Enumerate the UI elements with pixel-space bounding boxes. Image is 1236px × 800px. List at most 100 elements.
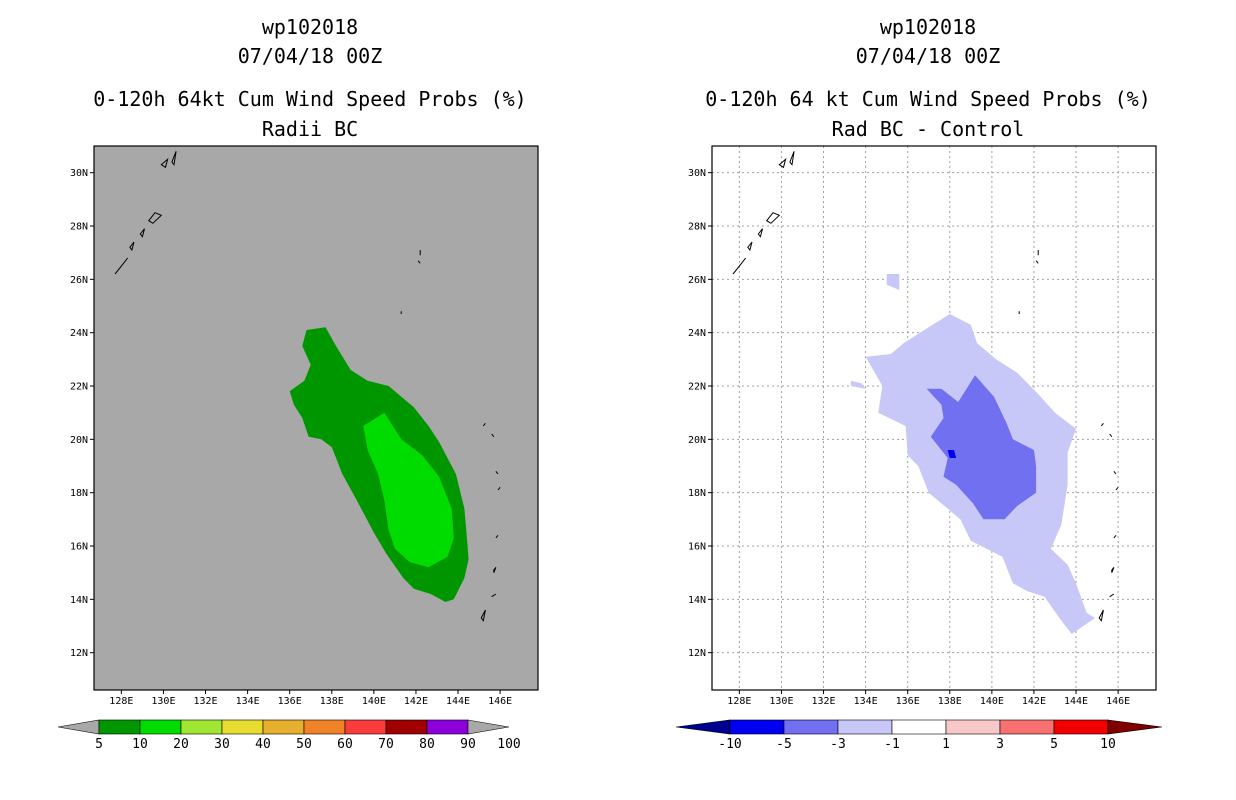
- island-outline: [417, 260, 421, 264]
- colorbar-level-label: 90: [460, 737, 476, 752]
- right-panel-rad-bc-minus-control: wp102018 07/04/18 00Z 0-120h 64 kt Cum Win…: [675, 15, 1163, 752]
- colorbar-level-label: 5: [1050, 737, 1058, 752]
- colorbar-level-label: 80: [419, 737, 435, 752]
- y-tick-label: 20N: [688, 435, 706, 446]
- contour--5to-3: [926, 375, 1037, 520]
- island-outline: [1113, 534, 1117, 539]
- y-tick-label: 26N: [688, 275, 706, 286]
- colorbar-level-label: 1: [942, 737, 950, 752]
- y-tick-label: 16N: [688, 542, 706, 553]
- colorbar-level-label: 3: [996, 737, 1004, 752]
- island-outline: [480, 609, 486, 622]
- map-frame: [711, 145, 1157, 691]
- x-tick-label: 142E: [1022, 696, 1046, 707]
- colorbar-level-label: 30: [214, 737, 230, 752]
- y-tick-label: 26N: [70, 275, 88, 286]
- title-line-2: 07/04/18 00Z: [856, 44, 1001, 68]
- island-outline: [778, 157, 787, 169]
- colorbar-segment: [262, 719, 305, 735]
- colorbar-level-label: 60: [337, 737, 353, 752]
- y-tick-label: 14N: [70, 595, 88, 606]
- island-outline: [493, 566, 497, 573]
- x-tick-label: 128E: [727, 696, 751, 707]
- y-tick-label: 18N: [688, 488, 706, 499]
- y-tick-label: 22N: [688, 382, 706, 393]
- colorbar-level-label: 50: [296, 737, 312, 752]
- y-tick-label: 18N: [70, 488, 88, 499]
- contour--3to-1: [886, 274, 900, 290]
- colorbar-level-label: 10: [132, 737, 148, 752]
- island-outline: [747, 241, 753, 252]
- colorbar-segment: [945, 719, 1001, 735]
- colorbar-level-label: 20: [173, 737, 189, 752]
- x-tick-label: 128E: [109, 696, 133, 707]
- title-line-2: 07/04/18 00Z: [238, 44, 383, 68]
- island-outline: [497, 486, 501, 491]
- island-outline: [1100, 422, 1104, 427]
- colorbar-level-label: 70: [378, 737, 394, 752]
- x-tick-label: 138E: [938, 696, 962, 707]
- island-outline: [495, 470, 499, 475]
- colorbar-segment: [783, 719, 839, 735]
- colorbar-segment: [303, 719, 346, 735]
- x-tick-label: 132E: [193, 696, 217, 707]
- x-tick-label: 136E: [896, 696, 920, 707]
- colorbar-level-label: -1: [884, 737, 900, 752]
- island-outline: [1115, 486, 1119, 491]
- colorbar-segment: [729, 719, 785, 735]
- x-tick-label: 146E: [488, 696, 512, 707]
- colorbar-over-arrow: [1107, 719, 1163, 735]
- colorbar-segment: [1053, 719, 1109, 735]
- island-outline: [789, 151, 795, 166]
- y-tick-label: 12N: [70, 648, 88, 659]
- y-tick-label: 28N: [70, 222, 88, 233]
- island-outline: [482, 422, 486, 427]
- y-tick-label: 22N: [70, 382, 88, 393]
- colorbar-segment: [999, 719, 1055, 735]
- island-outline: [147, 212, 163, 224]
- x-tick-label: 138E: [320, 696, 344, 707]
- x-tick-label: 140E: [362, 696, 386, 707]
- y-tick-label: 12N: [688, 648, 706, 659]
- colorbar-segment: [180, 719, 223, 735]
- x-tick-label: 144E: [1064, 696, 1088, 707]
- island-outline: [160, 157, 169, 169]
- island-outline: [114, 257, 129, 275]
- x-tick-label: 134E: [854, 696, 878, 707]
- y-tick-label: 30N: [688, 168, 706, 179]
- x-tick-label: 130E: [769, 696, 793, 707]
- colorbar-segment: [426, 719, 469, 735]
- colorbar-over-arrow: [467, 719, 510, 735]
- colorbar-segment: [837, 719, 893, 735]
- contour--10to-5: [947, 450, 957, 458]
- island-outline: [1111, 566, 1115, 573]
- y-tick-label: 30N: [70, 168, 88, 179]
- y-tick-label: 16N: [70, 542, 88, 553]
- contour-10-20: [363, 412, 454, 568]
- island-outline: [171, 151, 177, 166]
- title-line-4: Rad BC - Control: [832, 117, 1025, 141]
- island-outline: [765, 212, 781, 224]
- colorbar-segment: [139, 719, 182, 735]
- colorbar-segment: [98, 719, 141, 735]
- title-line-3: 0-120h 64kt Cum Wind Speed Probs (%): [93, 87, 526, 111]
- left-panel-radii-bc: wp102018 07/04/18 00Z 0-120h 64kt Cum Wind…: [57, 15, 539, 752]
- colorbar-level-label: -5: [776, 737, 792, 752]
- title-line-4: Radii BC: [262, 117, 358, 141]
- title-line-1: wp102018: [262, 15, 358, 39]
- x-tick-label: 140E: [980, 696, 1004, 707]
- map-frame: [93, 145, 539, 691]
- colorbar-level-label: 5: [95, 737, 103, 752]
- x-tick-label: 136E: [278, 696, 302, 707]
- colorbar-under-arrow: [57, 719, 100, 735]
- island-outline: [495, 534, 499, 539]
- colorbar-level-label: -10: [718, 737, 741, 752]
- island-outline: [757, 228, 763, 238]
- colorbar-level-label: 40: [255, 737, 271, 752]
- x-tick-label: 130E: [151, 696, 175, 707]
- title-line-3: 0-120h 64 kt Cum Wind Speed Probs (%): [705, 87, 1151, 111]
- colorbar-under-arrow: [675, 719, 731, 735]
- colorbar-level-label: -3: [830, 737, 846, 752]
- island-outline: [1113, 470, 1117, 475]
- y-tick-label: 24N: [688, 328, 706, 339]
